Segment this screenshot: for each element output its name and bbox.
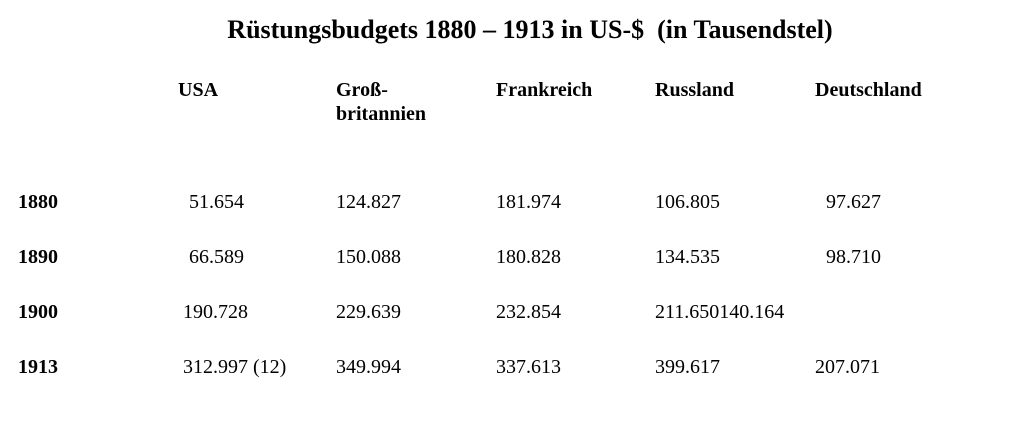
column-header: Groß-britannien (336, 79, 427, 125)
title: Rüstungsbudgets 1880 – 1913 in US-$ (in … (227, 15, 833, 44)
cell: 98.710 (826, 246, 881, 268)
row-header: 1880 (18, 191, 58, 213)
cell: 134.535 (655, 246, 720, 268)
cell: 399.617 (655, 356, 720, 378)
cell: 337.613 (496, 356, 561, 378)
cell: 190.728 (183, 301, 248, 323)
cell: 181.974 (496, 191, 561, 213)
row-header: 1890 (18, 246, 58, 268)
cell: 51.654 (189, 191, 244, 213)
cell: 180.828 (496, 246, 561, 268)
cell: 66.589 (189, 246, 244, 268)
column-header: Deutschland (815, 79, 922, 101)
cell: 207.071 (815, 356, 880, 378)
column-header: Russland (655, 79, 734, 101)
cell: 312.997 (12) (183, 356, 287, 378)
cell: 229.639 (336, 301, 401, 323)
cell: 150.088 (336, 246, 401, 268)
cell: 211.650140.164 (655, 301, 785, 323)
cell: 106.805 (655, 191, 720, 213)
row-header: 1900 (18, 301, 58, 323)
cell: 349.994 (336, 356, 401, 378)
column-header: Frankreich (496, 79, 593, 101)
cell: 97.627 (826, 191, 881, 213)
cell: 124.827 (336, 191, 401, 213)
row-header: 1913 (18, 356, 58, 378)
column-header: USA (178, 79, 219, 101)
cell: 232.854 (496, 301, 561, 323)
